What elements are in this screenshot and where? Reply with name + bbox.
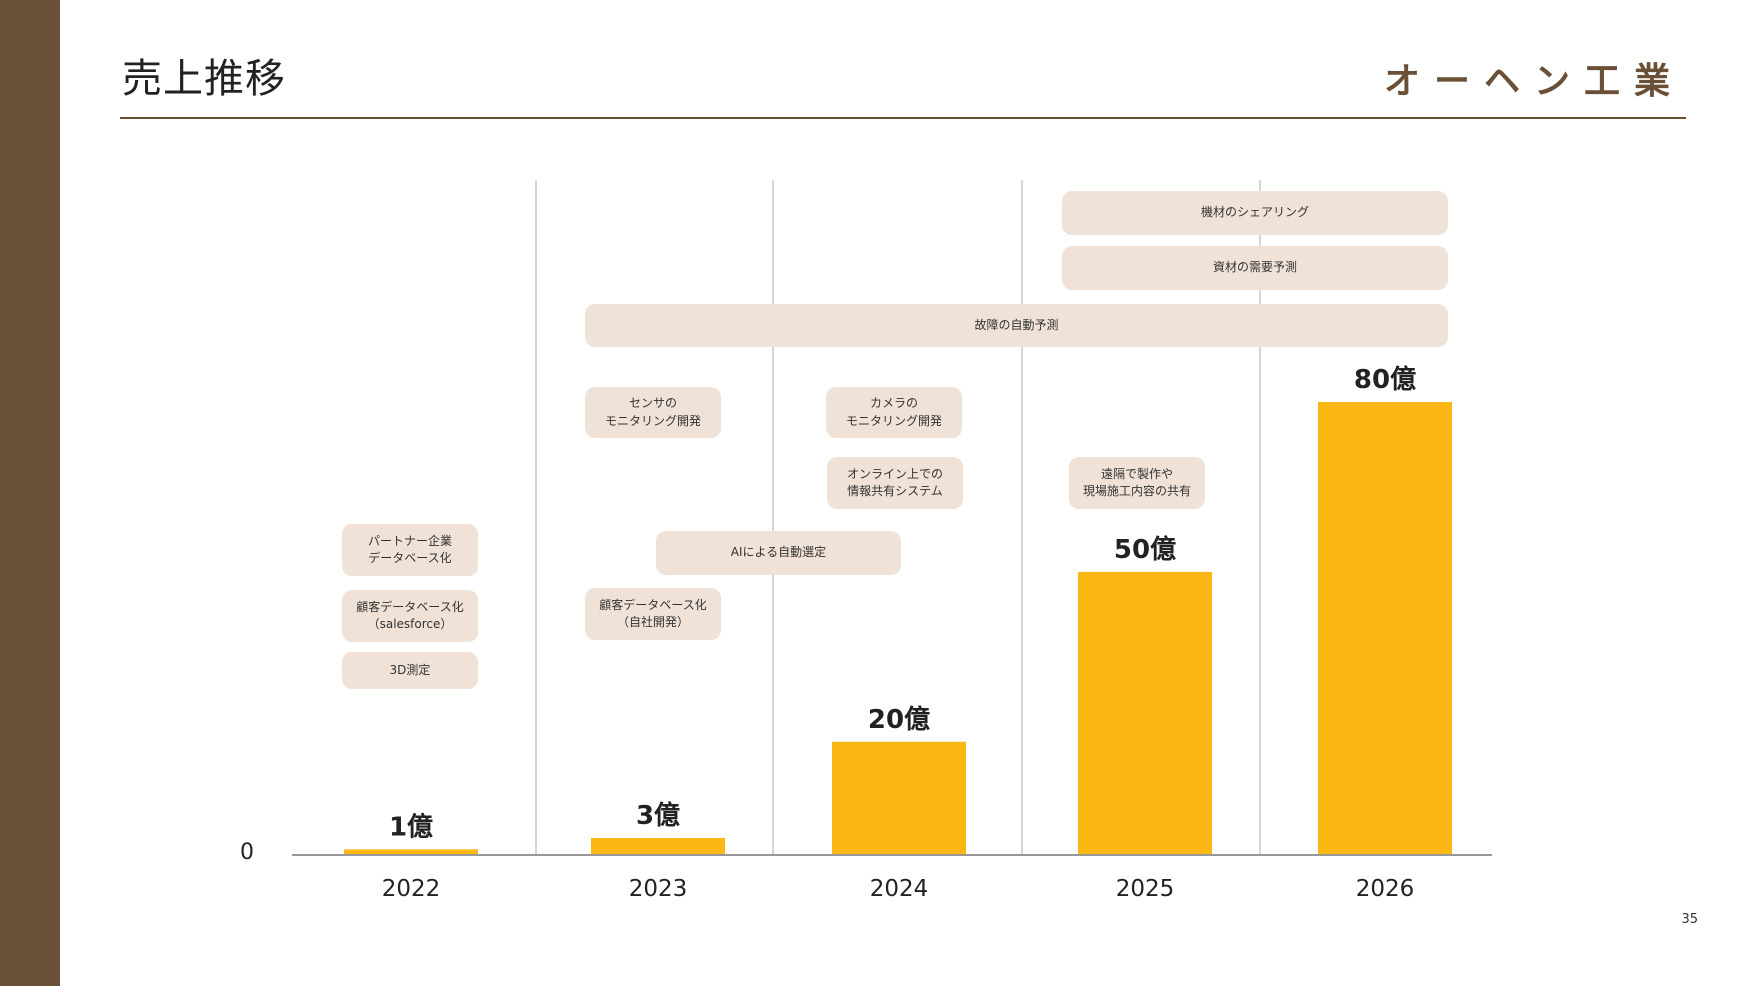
tag-customer-db-salesforce: 顧客データベース化 （salesforce） — [342, 590, 478, 642]
data-label-2022: 1億 — [389, 812, 433, 842]
data-label-2024: 20億 — [868, 705, 930, 735]
data-label-2025: 50億 — [1114, 535, 1176, 565]
title-divider — [120, 117, 1686, 119]
side-accent-bar — [0, 0, 60, 986]
tag-sensor-monitoring: センサの モニタリング開発 — [585, 387, 721, 438]
bar-2024 — [832, 741, 966, 855]
tag-camera-monitoring: カメラの モニタリング開発 — [826, 387, 962, 438]
tag-equipment-sharing: 機材のシェアリング — [1062, 191, 1448, 235]
x-tick-label-2024: 2024 — [870, 876, 929, 902]
y-tick-label-0: 0 — [240, 840, 254, 865]
tag-material-demand: 資材の需要予測 — [1062, 246, 1448, 290]
bar-2022 — [344, 849, 478, 855]
tag-remote-production: 遠隔で製作や 現場施工内容の共有 — [1069, 457, 1205, 509]
tag-online-sharing: オンライン上での 情報共有システム — [827, 457, 963, 509]
bar-2025 — [1078, 571, 1212, 855]
brand-logo: オーヘン工業 — [1383, 61, 1684, 102]
bar-2026 — [1318, 402, 1452, 855]
page-title: 売上推移 — [122, 56, 286, 102]
tag-failure-prediction: 故障の自動予測 — [585, 304, 1448, 347]
tag-ai-selection: AIによる自動選定 — [656, 531, 901, 575]
tag-customer-db-inhouse: 顧客データベース化 （自社開発） — [585, 588, 721, 640]
x-tick-label-2022: 2022 — [382, 876, 441, 902]
x-tick-label-2023: 2023 — [629, 876, 688, 902]
data-label-2023: 3億 — [636, 801, 680, 831]
page-number: 35 — [1681, 912, 1698, 927]
tag-partner-db: パートナー企業 データベース化 — [342, 524, 478, 576]
bar-2023 — [591, 838, 725, 855]
tag-3d-measure: 3D測定 — [342, 652, 478, 689]
x-tick-label-2025: 2025 — [1116, 876, 1175, 902]
x-tick-label-2026: 2026 — [1356, 876, 1415, 902]
data-label-2026: 80億 — [1354, 365, 1416, 395]
